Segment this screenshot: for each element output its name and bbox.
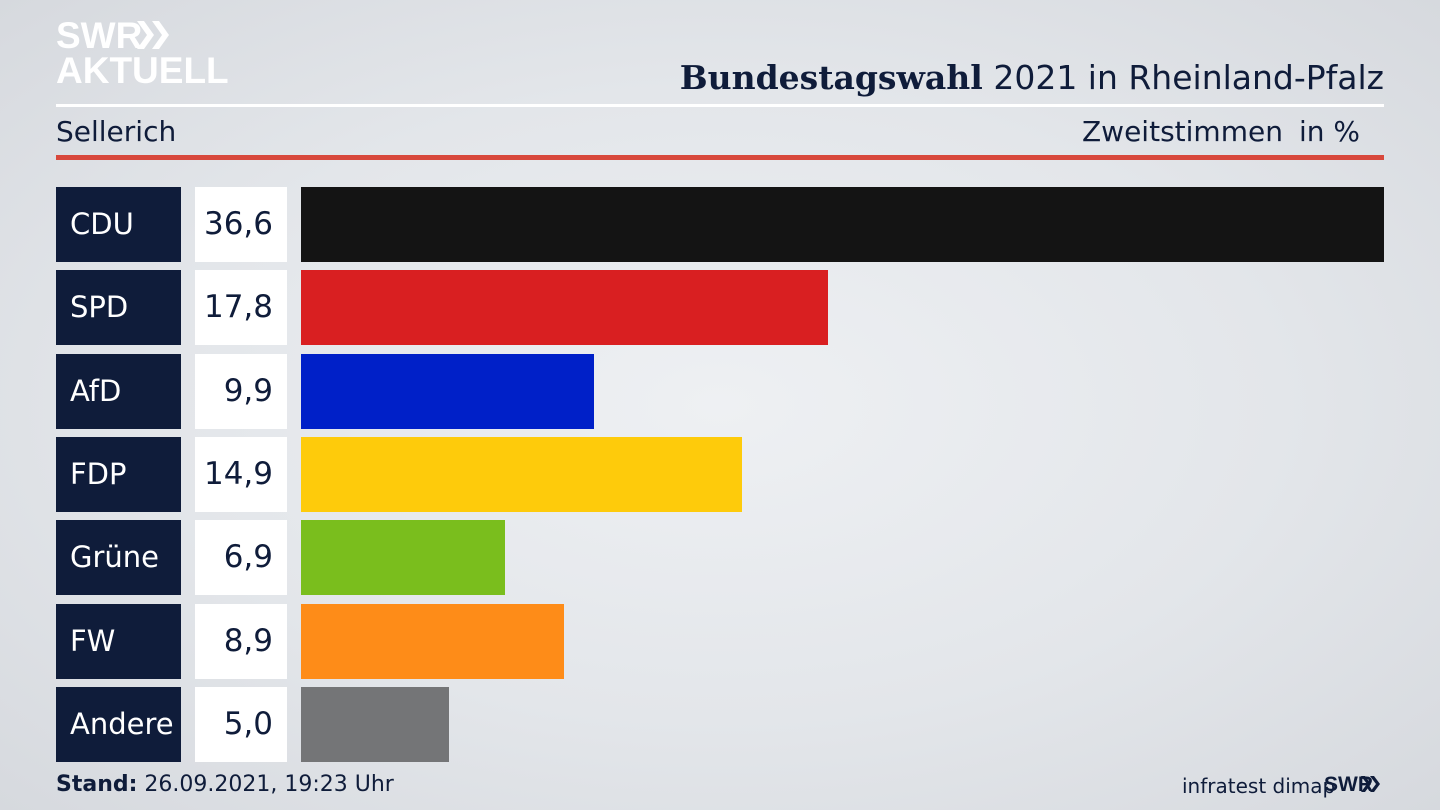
bar (301, 354, 594, 429)
chart-title: Bundestagswahl 2021 in Rheinland-Pfalz (680, 58, 1384, 98)
logo-text-aktuell: AKTUELL (56, 50, 229, 91)
bar (301, 687, 449, 762)
bar (301, 520, 505, 595)
bar (301, 604, 564, 679)
chart-title-bold: Bundestagswahl (679, 58, 983, 97)
source-label: infratest dimap (1182, 774, 1336, 798)
unit-label: in % (1299, 115, 1361, 148)
bar-row: FW 8,9 (56, 604, 1384, 679)
metric-label: Zweitstimmen (1082, 115, 1283, 148)
value-label: 9,9 (195, 354, 287, 429)
footer-swr-logo: SWR (1324, 773, 1373, 796)
timestamp-label: Stand: (56, 772, 138, 797)
value-label: 5,0 (195, 687, 287, 762)
party-label: FW (56, 604, 181, 679)
footer-chevron-icon (1361, 776, 1380, 792)
bar-row: Andere 5,0 (56, 687, 1384, 762)
bar-row: FDP 14,9 (56, 437, 1384, 512)
bar (301, 187, 1384, 262)
value-label: 14,9 (195, 437, 287, 512)
bar (301, 437, 742, 512)
timestamp-value: 26.09.2021, 19:23 Uhr (144, 772, 394, 797)
bar-row: AfD 9,9 (56, 354, 1384, 429)
chart-title-rest: 2021 in Rheinland-Pfalz (993, 58, 1384, 97)
value-label: 36,6 (195, 187, 287, 262)
party-label: SPD (56, 270, 181, 345)
accent-divider (56, 155, 1384, 160)
swr-aktuell-logo: SWR AKTUELL (56, 15, 229, 91)
timestamp: Stand: 26.09.2021, 19:23 Uhr (56, 770, 394, 800)
party-label: CDU (56, 187, 181, 262)
double-chevron-icon (137, 21, 169, 49)
bar-row: CDU 36,6 (56, 187, 1384, 262)
bar-row: SPD 17,8 (56, 270, 1384, 345)
party-label: Grüne (56, 520, 181, 595)
party-label: FDP (56, 437, 181, 512)
value-label: 6,9 (195, 520, 287, 595)
logo-text-swr: SWR (56, 15, 143, 56)
region-label: Sellerich (56, 115, 177, 148)
bar-row: Grüne 6,9 (56, 520, 1384, 595)
party-label: Andere (56, 687, 181, 762)
value-label: 17,8 (195, 270, 287, 345)
party-label: AfD (56, 354, 181, 429)
value-label: 8,9 (195, 604, 287, 679)
header-divider (56, 104, 1384, 107)
bar (301, 270, 828, 345)
